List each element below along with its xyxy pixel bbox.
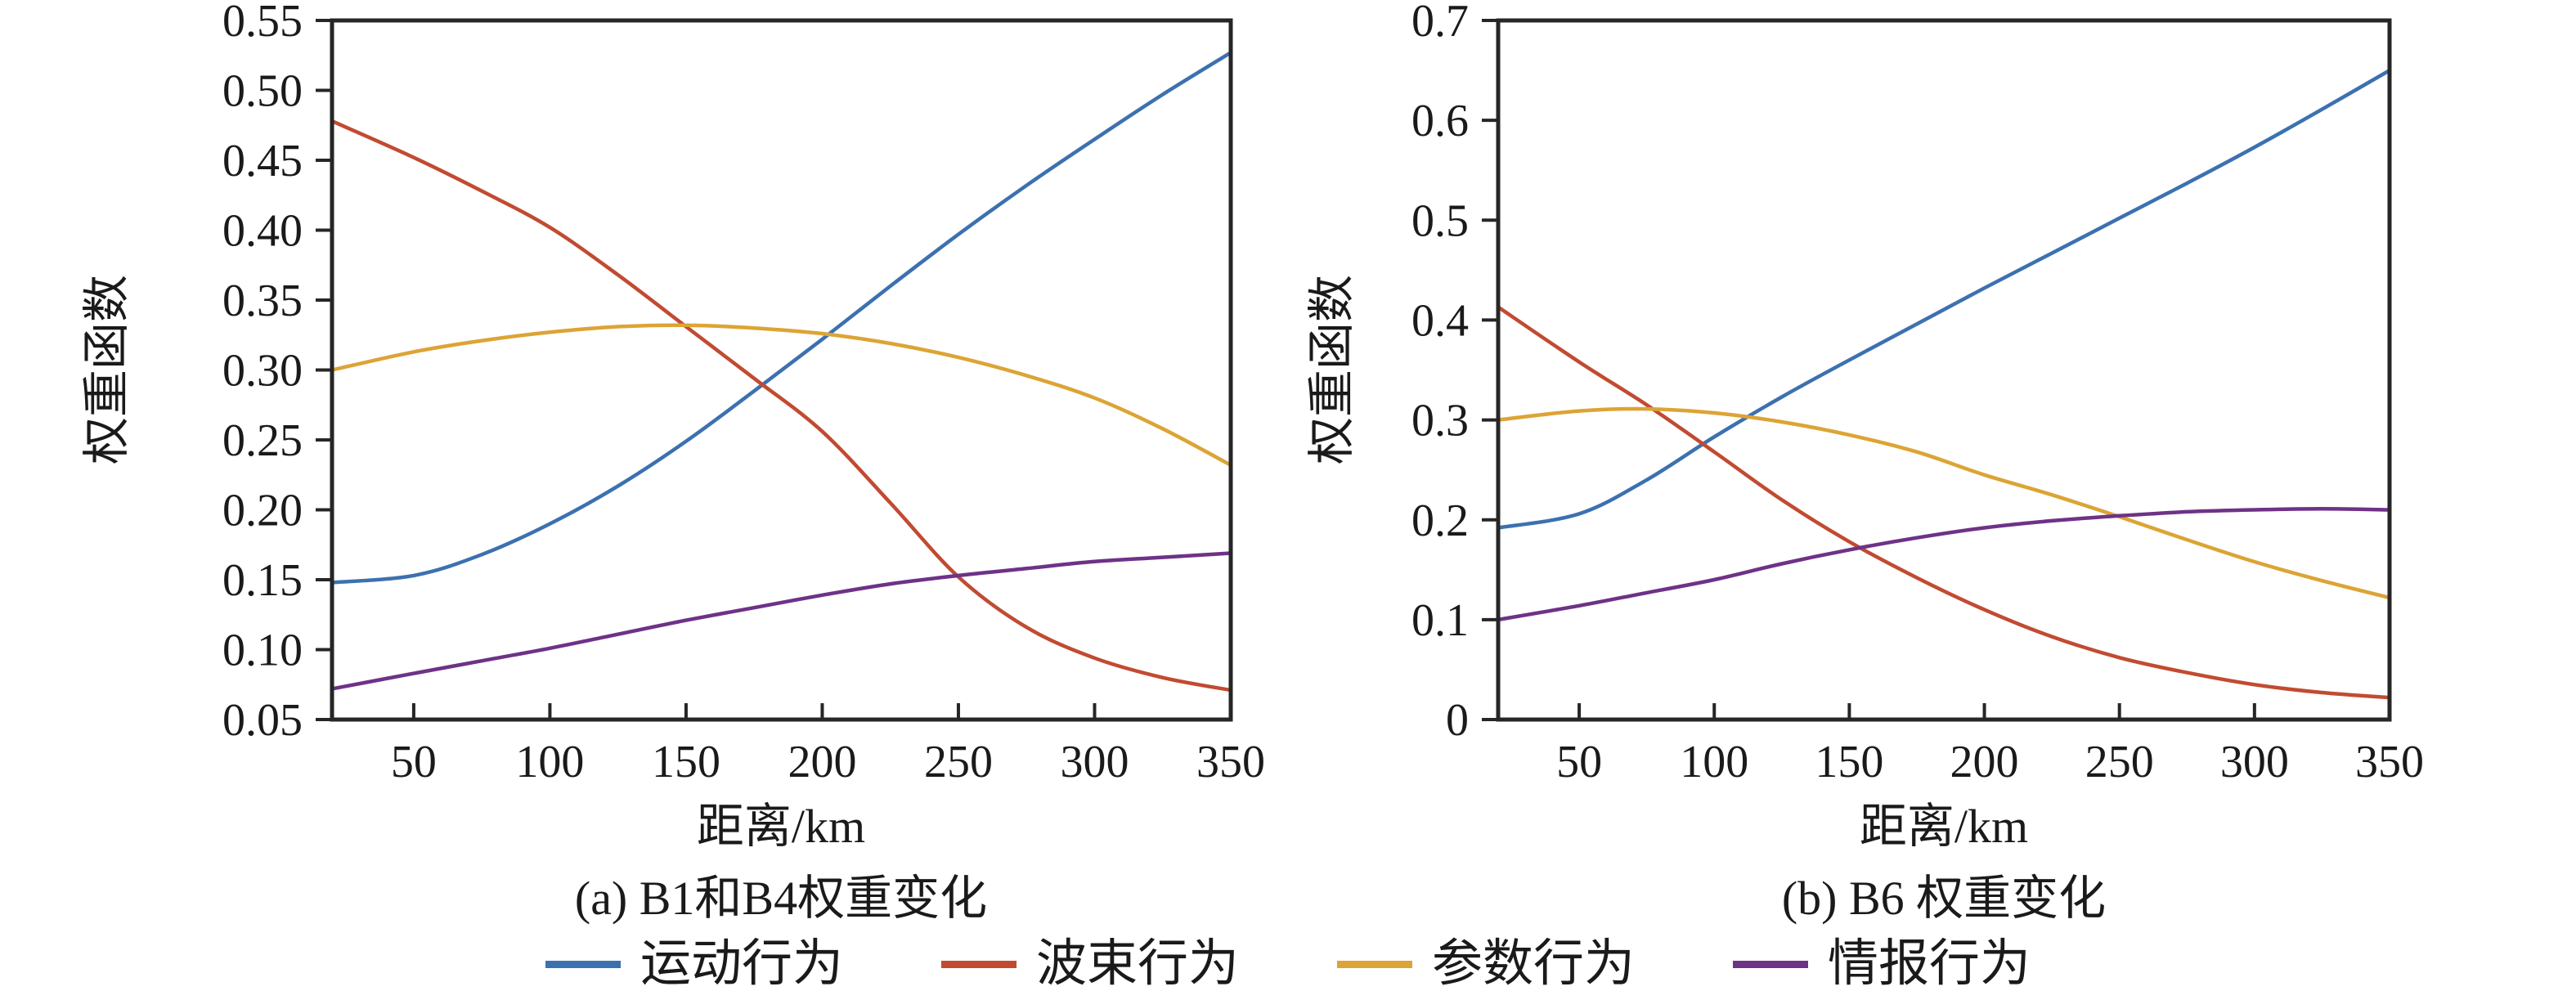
x-tick-label: 150	[652, 737, 720, 787]
y-tick-label: 0.4	[1411, 295, 1469, 346]
legend-label-intel: 情报行为	[1828, 936, 2031, 992]
chart-b-caption: (b) B6 权重变化	[1782, 872, 2106, 925]
y-tick-label: 0.45	[222, 136, 303, 186]
chart-b-xlabel: 距离/km	[1860, 800, 2028, 853]
y-tick-label: 0.20	[222, 486, 303, 536]
y-tick-label: 0.40	[222, 206, 303, 257]
y-tick-label: 0.10	[222, 626, 303, 676]
legend-line-swatch-beam	[940, 960, 1016, 968]
y-tick-label: 0.1	[1411, 595, 1469, 646]
x-tick-label: 250	[924, 737, 993, 787]
y-tick-label: 0.55	[222, 0, 303, 47]
y-tick-label: 0.6	[1411, 96, 1469, 146]
x-tick-label: 250	[2085, 737, 2154, 787]
legend-label-beam: 波束行为	[1035, 936, 1239, 992]
y-tick-label: 0.50	[222, 66, 303, 117]
legend: 运动行为 波束行为 参数行为 情报行为	[0, 939, 2576, 989]
series-line-波束行为	[1496, 305, 2392, 700]
legend-line-swatch-parameter	[1337, 960, 1412, 968]
y-tick-label: 0.7	[1411, 0, 1469, 47]
series-line-运动行为	[330, 51, 1233, 585]
x-tick-label: 50	[391, 737, 437, 787]
x-tick-label: 100	[1680, 737, 1748, 787]
chart-a: 0.05 0.10 0.15 0.20 0.25 0.30 0.35 0.40 0.45 0.50…	[222, 0, 1265, 787]
y-tick-label: 0	[1446, 695, 1469, 746]
series-line-波束行为	[330, 119, 1233, 693]
legend-item-motion: 运动行为	[545, 939, 843, 989]
legend-item-intel: 情报行为	[1733, 939, 2031, 989]
chart-a-xlabel: 距离/km	[697, 800, 865, 853]
y-tick-label: 0.15	[222, 555, 303, 606]
x-tick-label: 300	[2220, 737, 2289, 787]
y-tick-label: 0.05	[222, 695, 303, 746]
x-tick-label: 200	[788, 737, 856, 787]
chart-a-caption: (a) B1和B4权重变化	[575, 872, 987, 925]
series-line-参数行为	[330, 323, 1233, 468]
legend-line-swatch-motion	[545, 960, 621, 968]
legend-item-beam: 波束行为	[940, 936, 1239, 992]
y-tick-label: 0.30	[222, 346, 303, 397]
x-tick-label: 100	[515, 737, 584, 787]
y-tick-label: 0.2	[1411, 496, 1469, 546]
legend-label-motion: 运动行为	[640, 936, 843, 992]
legend-item-parameter: 参数行为	[1337, 939, 1635, 989]
x-tick-label: 200	[1950, 737, 2019, 787]
x-tick-label: 350	[1196, 737, 1265, 787]
x-tick-label: 50	[1556, 737, 1602, 787]
y-tick-label: 0.3	[1411, 396, 1469, 446]
chart-a-ylabel: 权重函数	[80, 275, 133, 464]
y-tick-label: 0.25	[222, 415, 303, 466]
chart-b: 0 0.1 0.2 0.3 0.4 0.5 0.6 0.7 50 100 150 200 250 300 3…	[1411, 0, 2424, 787]
y-tick-label: 0.35	[222, 276, 303, 326]
plot-box	[330, 18, 1233, 722]
legend-line-swatch-intel	[1733, 960, 1809, 968]
x-tick-label: 300	[1060, 737, 1129, 787]
series-line-情报行为	[1496, 507, 2392, 622]
x-tick-label: 150	[1815, 737, 1883, 787]
series-line-情报行为	[330, 551, 1233, 691]
chart-b-ylabel: 权重函数	[1305, 275, 1358, 464]
x-tick-label: 350	[2355, 737, 2424, 787]
series-line-参数行为	[1496, 406, 2392, 600]
y-tick-label: 0.5	[1411, 195, 1469, 246]
legend-label-parameter: 参数行为	[1432, 936, 1636, 992]
series-line-运动行为	[1496, 68, 2392, 530]
plot-box	[1496, 18, 2392, 722]
